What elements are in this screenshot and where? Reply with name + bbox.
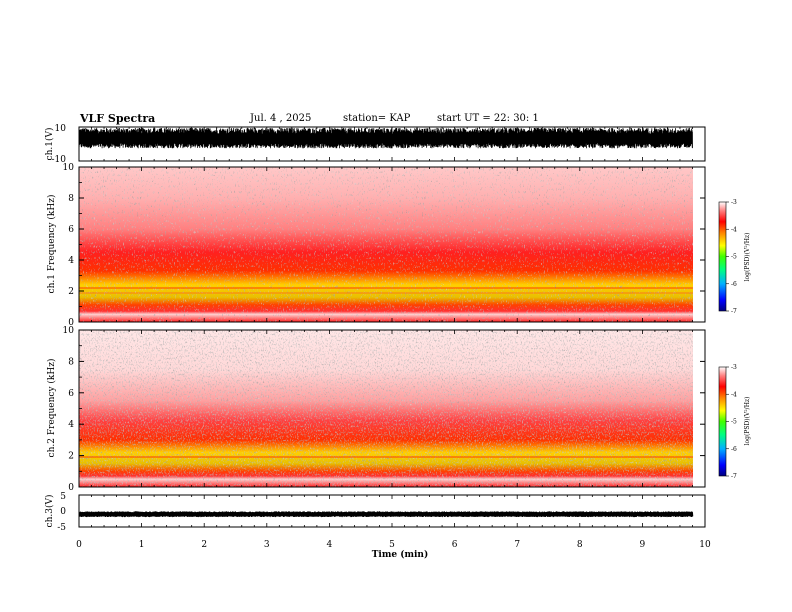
ch2-freq-ytick-label: 8 — [68, 357, 74, 367]
ch3-waveform-panel: 5 0 -5 ch.3(V) — [44, 492, 706, 533]
ch1-freq-ytick-label: 4 — [68, 256, 74, 266]
ch1-waveform-panel: 10 -10 ch.1(V) — [44, 124, 706, 165]
time-tick-label: 8 — [577, 540, 583, 550]
ch3-ytick-top: 5 — [60, 492, 66, 502]
ch2-colorbar-label: log(PSD)(V²/Hz) — [744, 397, 751, 446]
ch1-colorbar-tick-label: -4 — [731, 226, 737, 233]
ch2-freq-ytick-label: 4 — [68, 420, 74, 430]
ch3-ytick-bottom: -5 — [57, 523, 66, 533]
ch2-freq-ytick-label: 0 — [68, 483, 74, 493]
ch1-freq-ytick-label: 2 — [68, 287, 74, 297]
ch2-freq-ticks: 0 2 4 6 8 10 — [63, 326, 705, 493]
time-tick-label: 7 — [514, 540, 520, 550]
ch1-spectrogram-streaks — [79, 167, 693, 322]
ch1-colorbar-tick-label: -6 — [731, 281, 737, 288]
time-tick-label: 2 — [201, 540, 207, 550]
ch1-channel-label: ch.1 Frequency (kHz) — [46, 195, 57, 294]
start-time-label: start UT = 22: 30: 1 — [437, 113, 539, 124]
ch3-waveform-trace — [78, 511, 694, 518]
ch1-waveform-ylabel: ch.1(V) — [44, 128, 55, 161]
ch1-colorbar-tick-label: -5 — [731, 254, 737, 261]
ch3-waveform-ylabel: ch.3(V) — [44, 495, 55, 528]
ch2-colorbar-tick-label: -5 — [731, 419, 737, 426]
ch2-colorbar-tick-label: -7 — [731, 473, 737, 480]
ch1-freq-ticks: 0 2 4 6 8 10 — [63, 163, 705, 328]
ch2-colorbar — [718, 366, 727, 477]
ch1-ytick-top: 10 — [55, 124, 67, 134]
ch1-colorbar — [718, 201, 727, 312]
ch1-freq-ytick-label: 8 — [68, 194, 74, 204]
ch1-colorbar-tick-label: -3 — [731, 199, 737, 206]
ch1-colorbar-label: log(PSD)(V²/Hz) — [744, 233, 751, 282]
ch2-colorbar-tick-label: -3 — [731, 364, 737, 371]
ch3-waveform-frame — [78, 494, 706, 528]
time-tick-label: 0 — [76, 540, 82, 550]
time-tick-label: 6 — [452, 540, 458, 550]
time-tick-label: 4 — [327, 540, 333, 550]
time-axis: 0 1 2 3 4 5 6 7 8 9 10 — [76, 127, 711, 550]
time-tick-label: 9 — [640, 540, 646, 550]
ch2-spectrogram-streaks — [79, 330, 693, 487]
ch2-freq-ytick-label: 2 — [68, 452, 74, 462]
ch1-freq-ytick-label: 6 — [68, 225, 74, 235]
plot-title: VLF Spectra — [80, 112, 156, 125]
time-axis-label: Time (min) — [372, 549, 429, 560]
ch1-freq-ytick-label: 0 — [68, 318, 74, 328]
time-tick-label: 10 — [699, 540, 711, 550]
ch1-waveform-trace — [78, 127, 693, 149]
ch1-ytick-bottom: -10 — [52, 155, 67, 165]
station-label: station= KAP — [343, 113, 411, 124]
ch2-colorbar-tick-label: -6 — [731, 446, 737, 453]
ch2-freq-ytick-label: 6 — [68, 389, 74, 399]
ch1-waveform-line — [78, 127, 693, 149]
ch3-waveform-line — [78, 511, 694, 518]
date-label: Jul. 4 , 2025 — [250, 113, 312, 124]
ch2-colorbar-ticks: -3 -4 -5 -6 -7 — [726, 364, 737, 480]
ch1-colorbar-tick-label: -7 — [731, 308, 737, 315]
ch1-colorbar-ticks: -3 -4 -5 -6 -7 — [726, 199, 737, 315]
ch2-channel-label: ch.2 Frequency (kHz) — [46, 359, 57, 458]
time-tick-label: 1 — [139, 540, 145, 550]
ch3-ytick-mid: 0 — [60, 507, 66, 517]
ch2-freq-ytick-label: 10 — [63, 326, 75, 336]
ch1-freq-ytick-label: 10 — [63, 163, 75, 173]
time-tick-label: 5 — [389, 540, 395, 550]
time-tick-label: 3 — [264, 540, 270, 550]
ch1-freq-ylabel: ch.1 Frequency (kHz) — [46, 195, 57, 294]
ch2-freq-ylabel: ch.2 Frequency (kHz) — [46, 359, 57, 458]
ch2-colorbar-tick-label: -4 — [731, 391, 737, 398]
